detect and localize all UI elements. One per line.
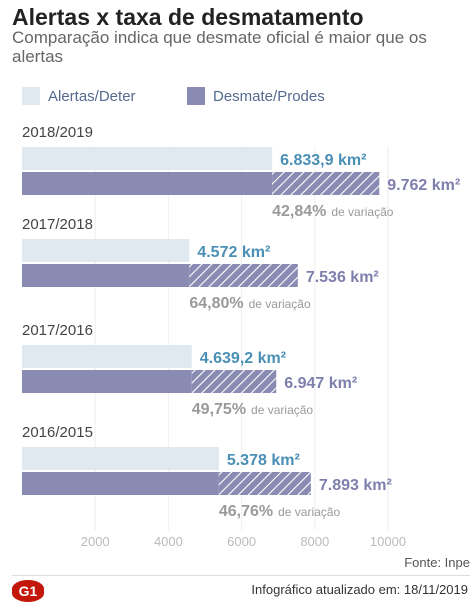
x-tick-label: 6000: [227, 534, 256, 549]
legend-alertas-swatch: [22, 87, 40, 105]
data-label-alertas: 4.572 km²: [197, 244, 270, 261]
chart-subtitle: Comparação indica que desmate oficial é …: [12, 28, 427, 66]
bar-desmate: [22, 172, 273, 195]
category-label: 2017/2016: [22, 322, 93, 339]
bar-alertas: [22, 147, 273, 170]
x-tick-label: 2000: [81, 534, 110, 549]
legend-alertas: Alertas/Deter: [22, 87, 136, 105]
bar-desmate-difference: [272, 172, 380, 195]
bar-alertas: [22, 447, 219, 470]
bar-alertas: [22, 239, 190, 262]
x-tick-label: 8000: [300, 534, 329, 549]
legend-desmate-label: Desmate/Prodes: [213, 87, 325, 105]
data-label-desmate: 7.536 km²: [306, 269, 379, 286]
updated-note: Infográfico atualizado em: 18/11/2019: [251, 582, 468, 597]
data-label-desmate: 7.893 km²: [319, 477, 392, 494]
data-label-alertas: 5.378 km²: [227, 452, 300, 469]
variation-label: 42,84% de variação: [272, 203, 394, 220]
footer-divider: [12, 575, 470, 576]
data-label-desmate: 9.762 km²: [387, 177, 460, 194]
x-tick-label: 4000: [154, 534, 183, 549]
variation-label: 49,75% de variação: [192, 401, 314, 418]
data-label-alertas: 4.639,2 km²: [200, 350, 286, 367]
bar-desmate: [22, 264, 190, 287]
data-label-desmate: 6.947 km²: [284, 375, 357, 392]
bar-alertas: [22, 345, 192, 368]
source-note: Fonte: Inpe: [404, 555, 470, 570]
category-label: 2017/2018: [22, 216, 93, 233]
chart-title: Alertas x taxa de desmatamento: [12, 4, 364, 30]
data-label-alertas: 6.833,9 km²: [280, 152, 366, 169]
bar-desmate: [22, 472, 219, 495]
bar-chart: 2018/2019 6.833,9 km² 9.762 km² 42,84% de va…: [22, 124, 460, 549]
x-tick-label: 10000: [370, 534, 406, 549]
bar-desmate-difference: [189, 264, 298, 287]
legend-desmate-swatch: [187, 87, 205, 105]
bar-desmate: [22, 370, 192, 393]
g1-logo: G1: [12, 580, 44, 602]
variation-label: 46,76% de variação: [219, 503, 341, 520]
category-label: 2016/2015: [22, 424, 93, 441]
legend-desmate: Desmate/Prodes: [187, 87, 325, 105]
bar-desmate-difference: [218, 472, 311, 495]
bar-desmate-difference: [191, 370, 277, 393]
category-label: 2018/2019: [22, 124, 93, 141]
variation-label: 64,80% de variação: [189, 295, 311, 312]
legend-alertas-label: Alertas/Deter: [48, 87, 136, 105]
